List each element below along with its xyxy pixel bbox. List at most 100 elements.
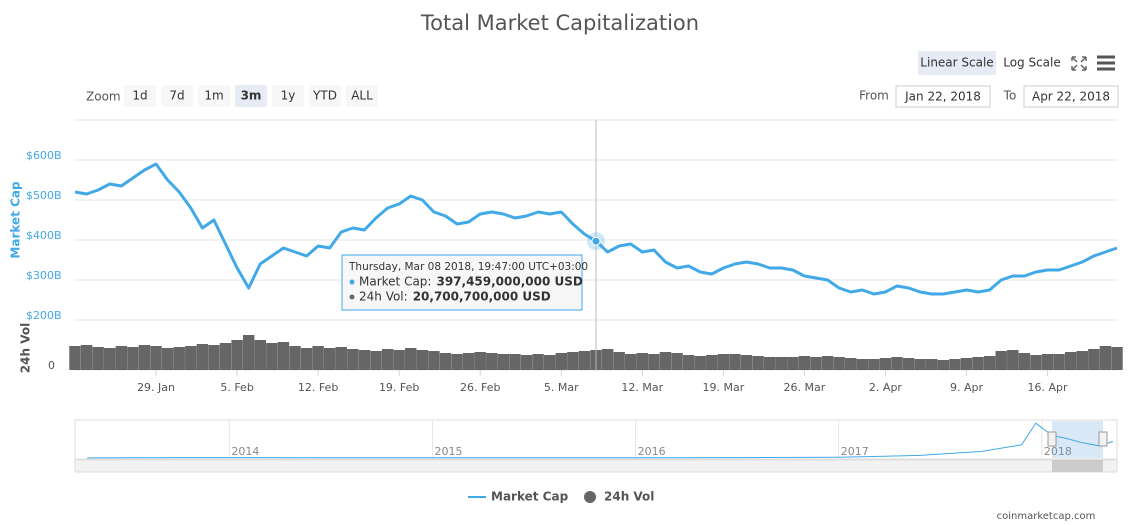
scale-button[interactable] <box>1000 51 1064 75</box>
x-tick-label: 29. Jan <box>137 381 175 394</box>
zoom-button[interactable] <box>346 85 378 107</box>
navigator-handle[interactable] <box>1098 431 1108 447</box>
volume-bar <box>381 349 394 370</box>
x-tick-label: 12. Feb <box>298 381 338 394</box>
volume-bar <box>1018 353 1031 370</box>
volume-bar <box>486 353 498 370</box>
volume-bar <box>798 356 811 370</box>
volume-bar <box>983 356 996 370</box>
volume-bar <box>879 358 892 370</box>
scale-button-label: Linear Scale <box>920 56 993 70</box>
volume-bar <box>80 345 93 370</box>
y-tick-label: $200B <box>26 309 62 322</box>
tooltip-box <box>341 254 583 311</box>
volume-bar <box>543 355 556 370</box>
y2-axis-title: 24h Vol <box>19 323 33 373</box>
volume-bar <box>694 356 706 370</box>
volume-bar <box>323 348 336 370</box>
scrollbar[interactable] <box>74 459 1118 473</box>
volume-bar <box>347 349 359 370</box>
menu-icon[interactable] <box>1097 55 1115 71</box>
zoom-button[interactable] <box>198 85 230 107</box>
volume-bar <box>682 355 695 370</box>
navigator-handle[interactable] <box>1047 431 1057 447</box>
tooltip-dot <box>349 279 355 285</box>
navigator-line <box>87 422 1114 459</box>
x-tick-label: 26. Feb <box>460 381 500 394</box>
volume-bar <box>127 347 139 370</box>
volume-bar <box>1053 354 1065 370</box>
to-input[interactable] <box>1023 85 1119 108</box>
volume-bar <box>196 344 209 370</box>
volume-bar <box>104 348 116 370</box>
volume-bar <box>856 359 869 370</box>
volume-bar <box>833 357 845 370</box>
zoom-button-label: 1d <box>132 89 147 103</box>
volume-bar <box>370 351 382 370</box>
volume-bar <box>242 335 255 370</box>
volume-bar <box>173 347 185 370</box>
zoom-button[interactable] <box>124 85 156 107</box>
volume-bar <box>1099 346 1112 370</box>
tooltip-dot <box>349 294 355 300</box>
volume-bar <box>578 351 591 370</box>
scale-button[interactable] <box>918 51 996 75</box>
volume-bar <box>208 345 220 370</box>
volume-bar <box>1041 354 1054 370</box>
x-tick-label: 5. Mar <box>544 381 579 394</box>
volume-bar <box>439 353 452 370</box>
volume-bar <box>69 346 81 370</box>
volume-bar <box>937 360 950 370</box>
legend-label[interactable]: Market Cap <box>491 490 569 504</box>
volume-bar <box>416 350 429 370</box>
y-tick-label: $600B <box>26 149 62 162</box>
from-input[interactable] <box>895 85 991 108</box>
volume-bar <box>717 354 730 370</box>
zoom-button-label: 1m <box>204 89 223 103</box>
volume-bar <box>532 354 544 370</box>
volume-bar <box>729 354 741 370</box>
zoom-button[interactable] <box>235 85 267 107</box>
volume-bar <box>1088 349 1100 370</box>
volume-bar <box>254 340 266 370</box>
y-tick-label: $300B <box>26 269 62 282</box>
zoom-button[interactable] <box>161 85 193 107</box>
navigator-tick-label: 2018 <box>1044 445 1072 458</box>
volume-bar <box>1030 355 1042 370</box>
legend-symbol <box>584 491 596 503</box>
volume-bar <box>960 358 973 370</box>
volume-bar <box>277 342 290 370</box>
volume-bar <box>775 357 787 370</box>
volume-bar <box>497 354 510 370</box>
tooltip-title: Thursday, Mar 08 2018, 19:47:00 UTC+03:0… <box>348 261 588 273</box>
navigator-tick-label: 2017 <box>841 445 869 458</box>
volume-bar <box>787 357 799 370</box>
zoom-button-label: 3m <box>241 89 262 103</box>
fullscreen-icon[interactable] <box>1071 56 1087 71</box>
navigator-window[interactable] <box>1052 421 1103 458</box>
volume-bar <box>567 352 579 370</box>
volume-bar <box>138 345 151 370</box>
navigator-frame <box>74 419 1118 460</box>
volume-bar <box>92 347 104 370</box>
volume-bar <box>289 346 301 370</box>
volume-bar <box>902 358 915 370</box>
volume-bar <box>1111 347 1123 370</box>
volume-bar <box>335 347 348 370</box>
volume-bar <box>752 356 764 370</box>
volume-bar <box>300 348 313 370</box>
zoom-button[interactable] <box>272 85 304 107</box>
scrollbar-thumb[interactable] <box>1052 460 1103 472</box>
volume-bar <box>844 358 857 370</box>
navigator-tick-label: 2015 <box>434 445 462 458</box>
to-label: To <box>1003 89 1017 103</box>
zoom-button[interactable] <box>309 85 341 107</box>
navigator-tick-label: 2014 <box>231 445 259 458</box>
tooltip-name: Market Cap: <box>359 275 431 289</box>
legend-label[interactable]: 24h Vol <box>604 490 654 504</box>
volume-bar <box>625 354 637 370</box>
chart-title: Total Market Capitalization <box>420 11 699 35</box>
volume-bar <box>926 359 938 370</box>
zoom-label: Zoom <box>86 90 121 104</box>
